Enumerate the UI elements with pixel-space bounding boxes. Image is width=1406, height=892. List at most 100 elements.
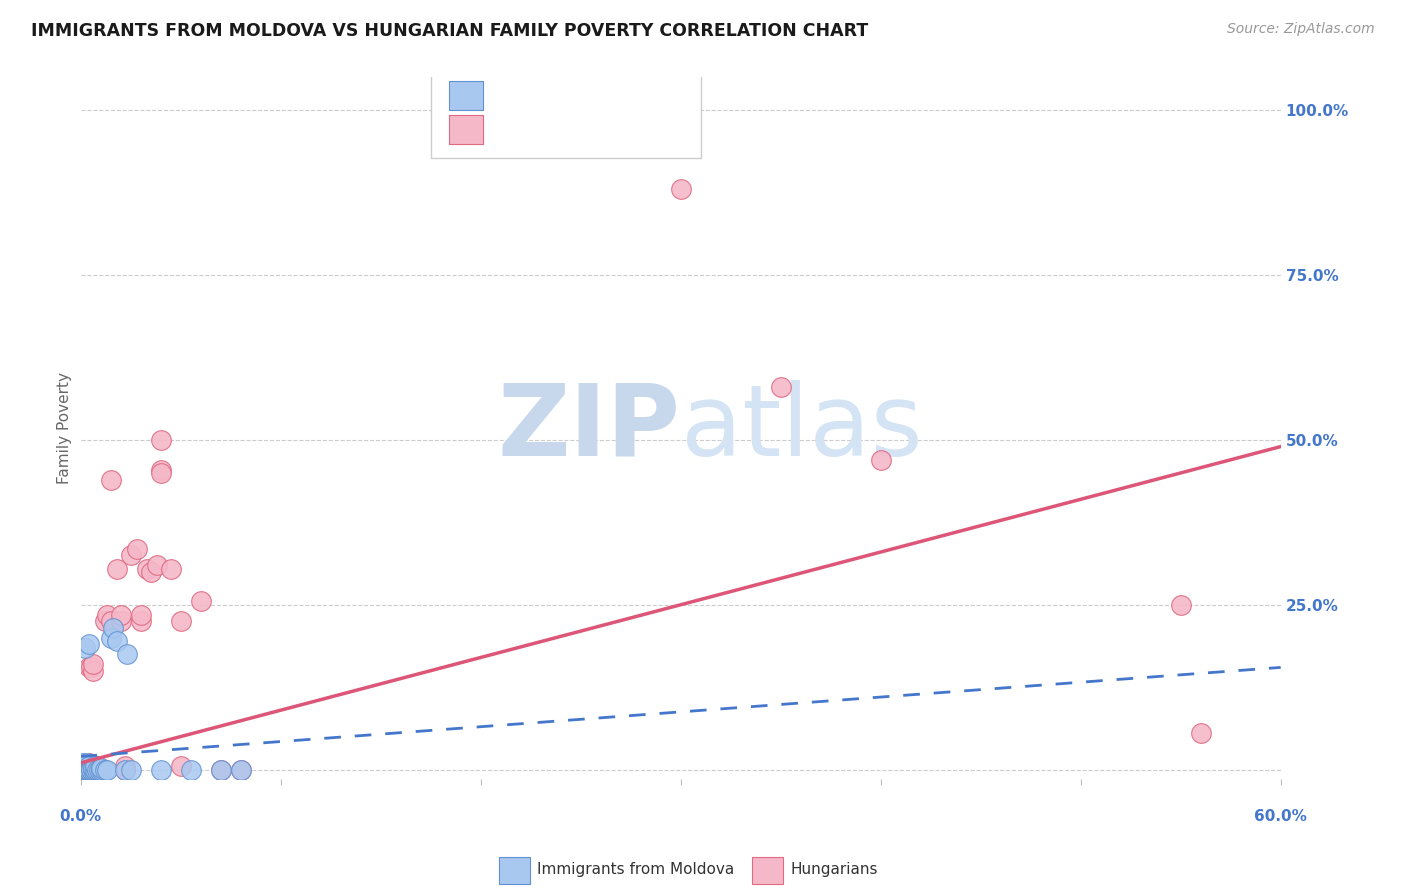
Point [76,763,98,777]
Point [73,761,96,775]
Point [87,763,110,777]
Point [190,594,212,608]
Text: 60.0%: 60.0% [1254,809,1308,824]
Point [145,558,167,573]
Text: R = 0.060: R = 0.060 [494,88,581,103]
Point [77,756,100,770]
Point [105,634,128,648]
Point [77,660,100,674]
Point [869,452,891,467]
Point [101,621,124,635]
Point [82,763,104,777]
Point [77,759,100,773]
Point [76,756,98,770]
Point [83,759,105,773]
Point [83,763,105,777]
Point [129,614,152,628]
Text: Source: ZipAtlas.com: Source: ZipAtlas.com [1227,22,1375,37]
Point [93,614,115,628]
Text: 0.0%: 0.0% [59,809,101,824]
Text: ZIP: ZIP [498,380,681,477]
Point [73,763,96,777]
Point [82,657,104,672]
Point [73,759,96,773]
Point [79,763,101,777]
Point [114,759,136,773]
Point [669,182,692,196]
Point [86,763,108,777]
Text: atlas: atlas [681,380,922,477]
Point [79,761,101,775]
Point [149,463,172,477]
Point [77,763,100,777]
Point [87,763,110,777]
Point [89,761,111,775]
Point [114,763,136,777]
Point [120,763,142,777]
Point [72,763,94,777]
Point [89,763,111,777]
Point [110,607,132,622]
Text: R = 0.634: R = 0.634 [494,122,581,136]
Point [72,763,94,777]
Y-axis label: Family Poverty: Family Poverty [58,373,72,484]
Point [209,763,232,777]
Point [110,614,132,628]
Point [229,763,252,777]
Point [96,763,118,777]
Point [73,763,96,777]
Point [93,763,115,777]
Text: Hungarians: Hungarians [790,863,877,877]
Point [73,640,96,655]
Point [86,759,108,773]
Point [100,631,122,645]
Text: N = 49: N = 49 [605,122,665,136]
Point [100,614,122,628]
Point [76,759,98,773]
Point [114,763,136,777]
Point [96,607,118,622]
Point [86,763,108,777]
Point [79,763,101,777]
Point [77,763,100,777]
Point [89,763,111,777]
Point [79,660,101,674]
Point [77,763,100,777]
Point [209,763,232,777]
Point [169,614,191,628]
Text: N = 39: N = 39 [605,88,665,103]
Point [169,759,191,773]
Point [79,763,101,777]
Point [1170,598,1192,612]
Point [229,763,252,777]
Point [73,763,96,777]
FancyBboxPatch shape [449,81,482,111]
Point [115,647,138,661]
Point [76,763,98,777]
Point [72,759,94,773]
Point [125,541,148,556]
Point [72,763,94,777]
Point [769,380,792,394]
Point [139,565,162,579]
Point [76,763,98,777]
Point [149,433,172,447]
Point [105,561,128,575]
Text: IMMIGRANTS FROM MOLDOVA VS HUNGARIAN FAMILY POVERTY CORRELATION CHART: IMMIGRANTS FROM MOLDOVA VS HUNGARIAN FAM… [31,22,868,40]
Text: Immigrants from Moldova: Immigrants from Moldova [537,863,734,877]
Point [77,637,100,651]
FancyBboxPatch shape [449,115,482,145]
Point [82,664,104,678]
Point [72,756,94,770]
Point [83,759,105,773]
Point [120,549,142,563]
FancyBboxPatch shape [432,70,702,158]
Point [83,763,105,777]
Point [129,607,152,622]
Point [100,473,122,487]
Point [135,561,157,575]
Point [82,761,104,775]
Point [1189,726,1212,740]
Point [149,763,172,777]
Point [149,466,172,480]
